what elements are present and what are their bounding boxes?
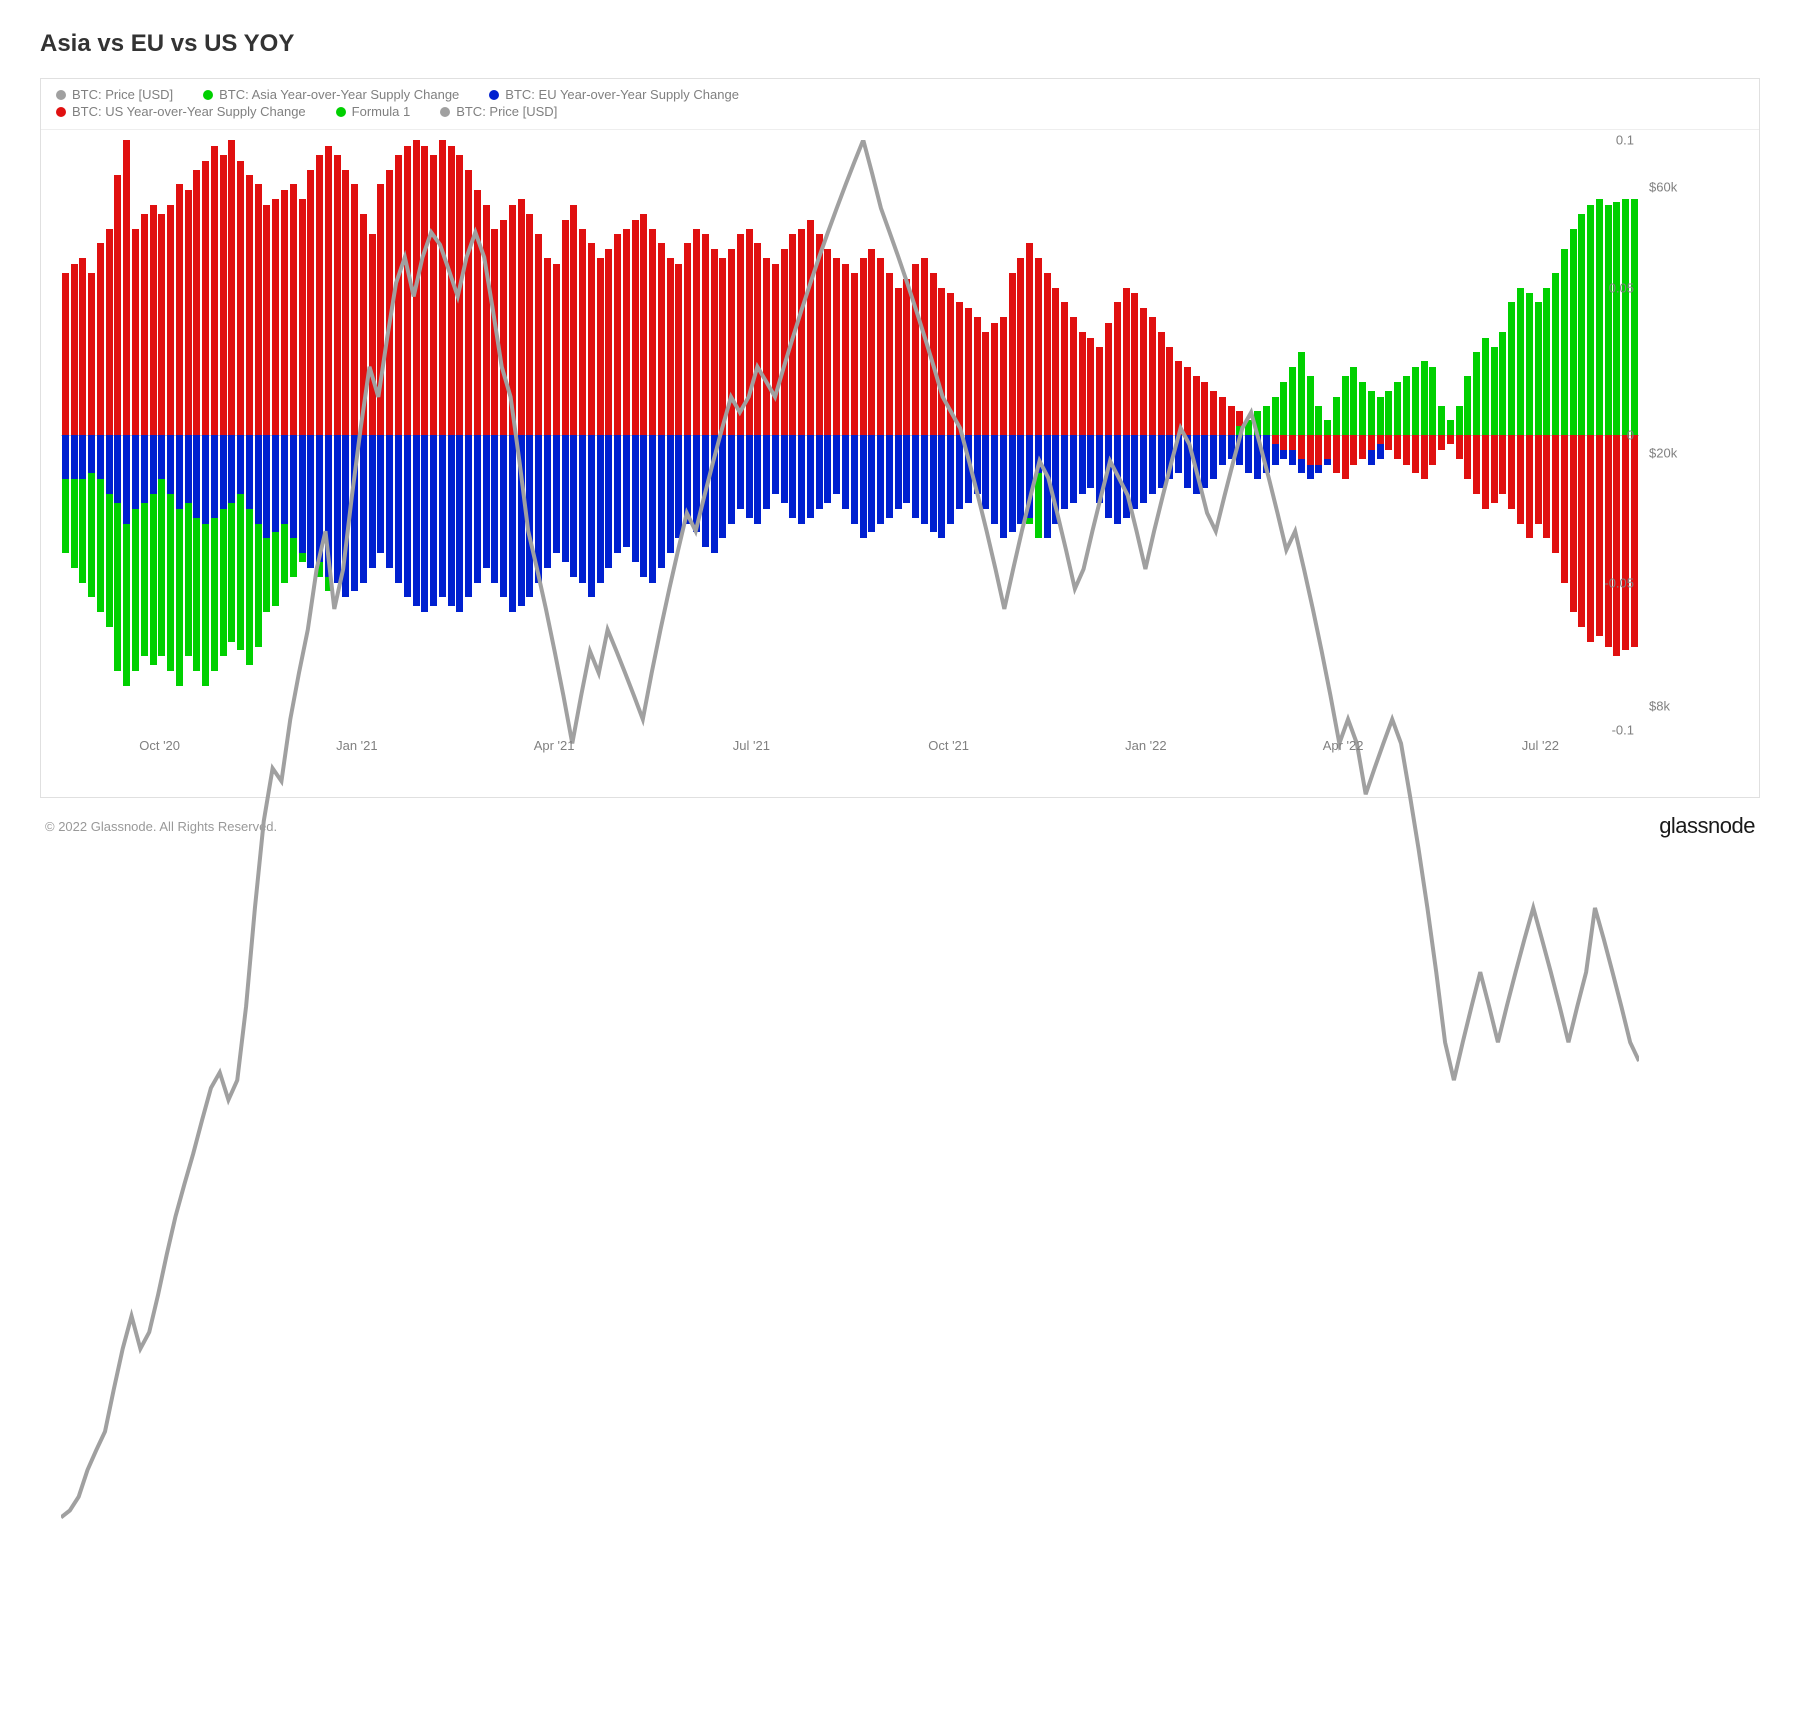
legend: BTC: Price [USD] BTC: Asia Year-over-Year…	[41, 79, 1759, 130]
legend-label: BTC: Price [USD]	[72, 87, 173, 102]
y-tick-right: $20k	[1649, 445, 1677, 460]
price-line	[61, 140, 1639, 1718]
x-tick: Apr '21	[456, 738, 653, 762]
legend-label: BTC: Price [USD]	[456, 104, 557, 119]
y-tick-right: $8k	[1649, 699, 1670, 714]
chart-title: Asia vs EU vs US YOY	[40, 30, 1760, 58]
legend-dot-icon	[203, 90, 213, 100]
legend-item[interactable]: Formula 1	[336, 104, 411, 119]
y-tick-right: $60k	[1649, 180, 1677, 195]
plot-area: 0.10.050-0.05-0.1 $60k$20k$8k Oct '20Jan…	[61, 130, 1699, 770]
brand-logo: glassnode	[1659, 813, 1755, 839]
legend-label: BTC: EU Year-over-Year Supply Change	[505, 87, 739, 102]
legend-item[interactable]: BTC: US Year-over-Year Supply Change	[56, 104, 306, 119]
x-axis: Oct '20Jan '21Apr '21Jul '21Oct '21Jan '…	[61, 730, 1639, 770]
x-tick: Jan '22	[1047, 738, 1244, 762]
legend-label: BTC: Asia Year-over-Year Supply Change	[219, 87, 459, 102]
chart-container: BTC: Price [USD] BTC: Asia Year-over-Year…	[40, 78, 1760, 798]
y-tick-left: 0	[1627, 428, 1634, 443]
y-tick-left: 0.05	[1609, 280, 1634, 295]
legend-item[interactable]: BTC: Asia Year-over-Year Supply Change	[203, 87, 459, 102]
y-tick-left: -0.05	[1604, 575, 1634, 590]
legend-label: BTC: US Year-over-Year Supply Change	[72, 104, 306, 119]
legend-item[interactable]: BTC: Price [USD]	[440, 104, 557, 119]
x-tick: Jul '21	[653, 738, 850, 762]
x-tick: Jul '22	[1442, 738, 1639, 762]
y-tick-left: 0.1	[1616, 133, 1634, 148]
legend-dot-icon	[440, 107, 450, 117]
y-axis-right: $60k $20k $8k	[1644, 140, 1699, 730]
x-tick: Jan '21	[258, 738, 455, 762]
y-axis-left: 0.10.050-0.05-0.1	[1589, 140, 1639, 730]
legend-label: Formula 1	[352, 104, 411, 119]
legend-dot-icon	[489, 90, 499, 100]
x-tick: Oct '20	[61, 738, 258, 762]
legend-dot-icon	[336, 107, 346, 117]
legend-item[interactable]: BTC: EU Year-over-Year Supply Change	[489, 87, 739, 102]
x-tick: Oct '21	[850, 738, 1047, 762]
x-tick: Apr '22	[1245, 738, 1442, 762]
legend-dot-icon	[56, 90, 66, 100]
legend-item[interactable]: BTC: Price [USD]	[56, 87, 173, 102]
legend-dot-icon	[56, 107, 66, 117]
